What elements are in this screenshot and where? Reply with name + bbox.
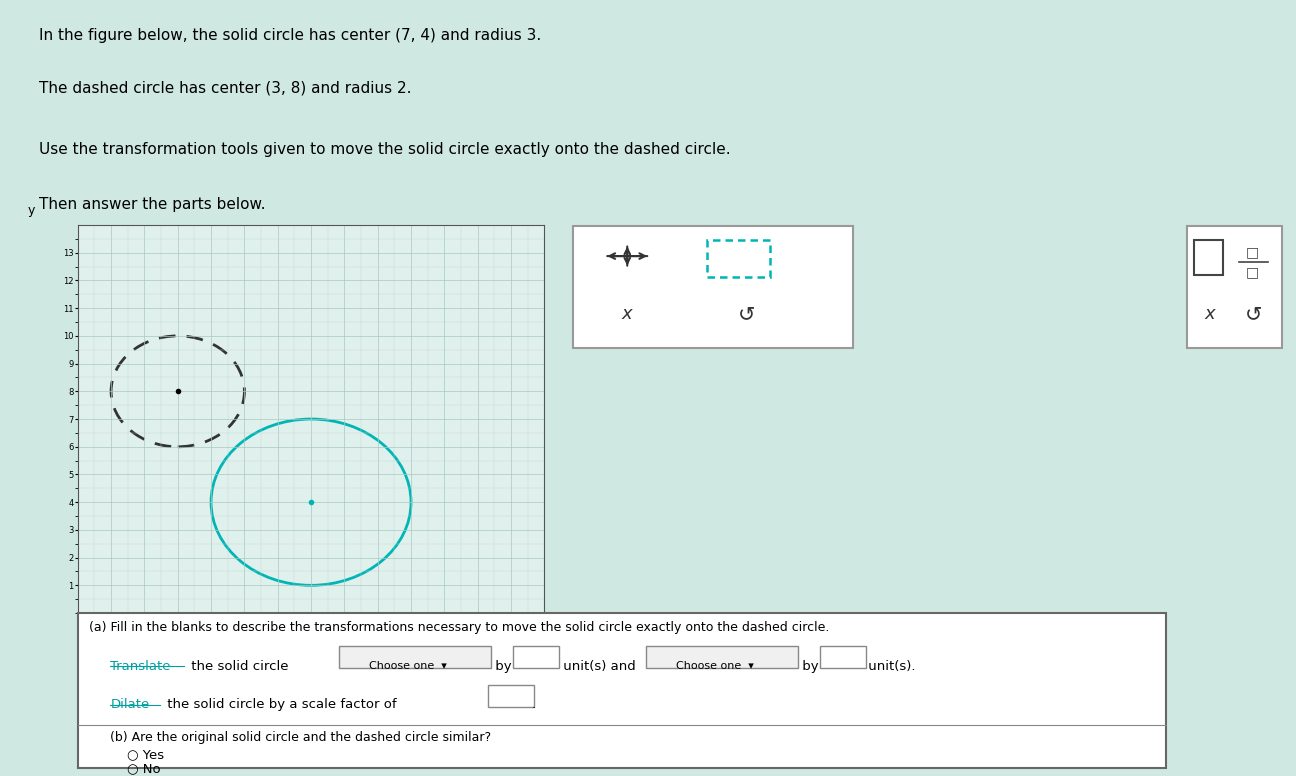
Text: ○ Yes: ○ Yes xyxy=(127,748,163,761)
Text: Dilate: Dilate xyxy=(110,698,149,712)
Text: by: by xyxy=(491,660,516,673)
FancyBboxPatch shape xyxy=(1187,227,1282,348)
FancyBboxPatch shape xyxy=(340,646,491,668)
FancyBboxPatch shape xyxy=(489,685,534,707)
Text: the solid circle by a scale factor of: the solid circle by a scale factor of xyxy=(163,698,400,712)
Text: Choose one  ▾: Choose one ▾ xyxy=(677,661,754,671)
FancyBboxPatch shape xyxy=(708,240,770,277)
Text: .: . xyxy=(531,698,535,712)
FancyBboxPatch shape xyxy=(820,646,866,668)
Text: ↺: ↺ xyxy=(1245,304,1262,324)
Text: Then answer the parts below.: Then answer the parts below. xyxy=(39,198,266,213)
Text: Choose one  ▾: Choose one ▾ xyxy=(369,661,447,671)
Text: In the figure below, the solid circle has center (7, 4) and radius 3.: In the figure below, the solid circle ha… xyxy=(39,28,542,43)
FancyBboxPatch shape xyxy=(645,646,798,668)
Y-axis label: y: y xyxy=(27,204,35,217)
FancyBboxPatch shape xyxy=(78,613,1166,768)
Text: □: □ xyxy=(1245,265,1258,279)
Text: x: x xyxy=(1205,306,1216,324)
Text: by: by xyxy=(798,660,823,673)
Text: unit(s).: unit(s). xyxy=(863,660,915,673)
FancyBboxPatch shape xyxy=(513,646,559,668)
Text: ↺: ↺ xyxy=(739,304,756,324)
Text: The dashed circle has center (3, 8) and radius 2.: The dashed circle has center (3, 8) and … xyxy=(39,80,411,95)
Text: (a) Fill in the blanks to describe the transformations necessary to move the sol: (a) Fill in the blanks to describe the t… xyxy=(88,621,829,634)
Text: ○ No: ○ No xyxy=(127,762,161,775)
FancyBboxPatch shape xyxy=(1194,240,1223,275)
Text: Use the transformation tools given to move the solid circle exactly onto the das: Use the transformation tools given to mo… xyxy=(39,142,731,157)
Text: Translate: Translate xyxy=(110,660,171,673)
Text: □: □ xyxy=(1245,245,1258,259)
FancyBboxPatch shape xyxy=(573,227,853,348)
Text: x: x xyxy=(622,306,632,324)
Text: the solid circle: the solid circle xyxy=(187,660,288,673)
Text: unit(s) and: unit(s) and xyxy=(559,660,636,673)
Text: (b) Are the original solid circle and the dashed circle similar?: (b) Are the original solid circle and th… xyxy=(110,731,491,744)
